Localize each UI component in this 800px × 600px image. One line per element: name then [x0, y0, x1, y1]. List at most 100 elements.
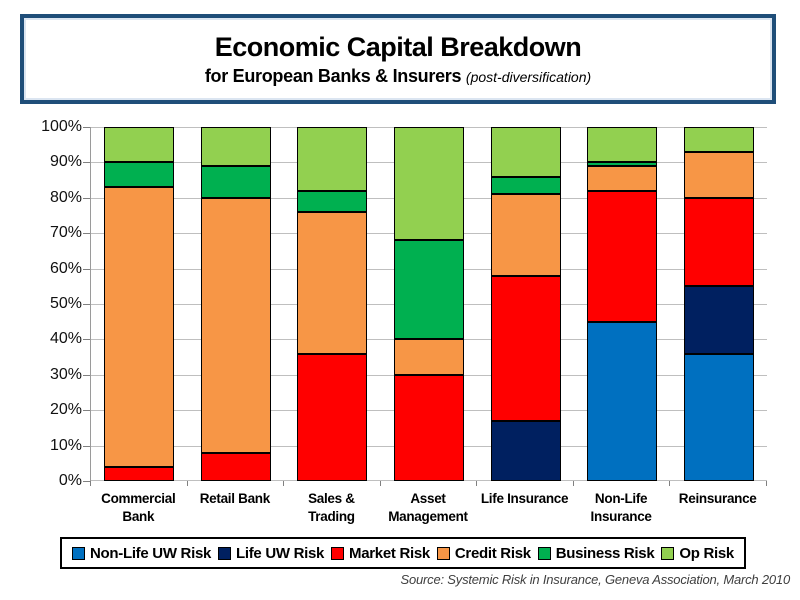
legend-label: Credit Risk — [454, 544, 531, 562]
y-axis-tick — [83, 339, 90, 341]
x-axis-tick — [90, 481, 91, 486]
legend-item-non-life-uw-risk: Non-Life UW Risk — [72, 545, 211, 562]
bar-segment-business-risk — [393, 240, 464, 340]
x-axis-tick — [766, 481, 767, 486]
y-axis-label: 70% — [49, 224, 82, 242]
y-axis-label: 90% — [49, 153, 82, 171]
legend-label: Non-Life UW Risk — [90, 544, 212, 562]
y-axis-label: 60% — [49, 259, 82, 277]
bar-segment-op-risk — [683, 127, 754, 152]
bar-segment-op-risk — [490, 127, 561, 177]
y-axis-tick — [83, 481, 90, 482]
bar-asset-management — [393, 127, 464, 481]
bar-segment-market-risk — [393, 374, 464, 481]
y-axis-label: 30% — [49, 365, 82, 383]
bar-segment-business-risk — [104, 162, 175, 188]
y-axis-label: 0% — [58, 472, 82, 489]
bar-segment-non-life-uw-risk — [683, 353, 754, 481]
plot-area — [90, 127, 767, 481]
category-label: Asset Management — [388, 491, 468, 524]
category-label: Non-Life Insurance — [590, 491, 652, 524]
legend-item-life-uw-risk: Life UW Risk — [217, 544, 325, 562]
bar-segment-life-uw-risk — [683, 286, 754, 354]
bar-segment-credit-risk — [104, 187, 175, 467]
category-label: Retail Bank — [199, 491, 271, 506]
bar-sales-trading — [297, 127, 368, 481]
legend-item-op-risk: Op Risk — [661, 545, 734, 562]
y-axis-label: 80% — [49, 188, 82, 206]
x-axis-tick — [572, 481, 574, 486]
bar-segment-market-risk — [683, 197, 754, 287]
legend-label: Op Risk — [679, 544, 734, 562]
y-axis-tick — [83, 233, 90, 235]
bar-segment-credit-risk — [683, 151, 754, 198]
legend-label: Life UW Risk — [235, 544, 325, 562]
x-axis-tick — [669, 481, 671, 486]
bar-segment-market-risk — [200, 452, 271, 481]
x-axis-labels: Commercial Bank Retail Bank Sales & Tradin… — [90, 490, 766, 526]
bar-segment-business-risk — [297, 190, 368, 212]
chart-subtitle-text: for European Banks & Insurers — [204, 65, 462, 86]
category-label: Reinsurance — [678, 491, 757, 506]
x-axis-tick — [476, 481, 478, 486]
bar-segment-market-risk — [104, 466, 175, 481]
bar-segment-op-risk — [104, 127, 175, 163]
legend-item-business-risk: Business Risk — [537, 544, 655, 562]
legend-swatch — [217, 546, 231, 560]
bar-reinsurance — [683, 127, 754, 481]
bar-segment-op-risk — [587, 127, 658, 163]
bar-segment-business-risk — [200, 165, 271, 198]
bar-segment-credit-risk — [587, 165, 658, 191]
bar-segment-credit-risk — [200, 197, 271, 453]
x-axis-tick — [379, 481, 381, 486]
bars-container — [91, 127, 767, 481]
x-axis-tick — [186, 481, 188, 486]
source-note: Source: Systemic Risk in Insurance, Gene… — [400, 572, 790, 587]
bar-segment-market-risk — [490, 275, 561, 421]
chart-subtitle: for European Banks & Insurers (post-dive… — [205, 66, 591, 87]
y-axis-tick — [83, 410, 90, 412]
legend: Non-Life UW Risk Life UW Risk Market Risk C… — [60, 537, 746, 569]
legend-swatch — [537, 546, 551, 560]
bar-commercial-bank — [104, 127, 175, 481]
legend-swatch — [331, 546, 345, 560]
bar-non-life-insurance — [587, 127, 658, 481]
y-axis-label: 100% — [41, 118, 82, 135]
y-axis-label: 10% — [49, 436, 82, 454]
bar-segment-non-life-uw-risk — [587, 321, 658, 481]
bar-segment-op-risk — [200, 127, 271, 166]
chart-subtitle-note: (post-diversification) — [465, 68, 592, 85]
x-axis-tick — [283, 481, 285, 486]
bar-segment-op-risk — [393, 127, 464, 241]
title-box: Economic Capital Breakdown for European … — [20, 14, 776, 104]
legend-item-credit-risk: Credit Risk — [436, 544, 531, 562]
y-axis-tick — [83, 197, 90, 199]
bar-segment-credit-risk — [490, 194, 561, 276]
legend-swatch — [72, 546, 85, 560]
legend-label: Business Risk — [555, 544, 655, 562]
legend-swatch — [436, 546, 450, 560]
y-axis-label: 20% — [49, 401, 82, 419]
y-axis-label: 40% — [49, 330, 82, 348]
bar-segment-business-risk — [587, 162, 658, 166]
bar-segment-market-risk — [587, 190, 658, 322]
legend-item-market-risk: Market Risk — [331, 545, 430, 562]
y-axis-tick — [83, 162, 90, 164]
y-axis-tick — [83, 304, 90, 305]
category-label: Life Insurance — [480, 491, 569, 506]
bar-segment-business-risk — [490, 176, 561, 195]
bar-retail-bank — [200, 127, 271, 481]
chart-title: Economic Capital Breakdown — [214, 31, 582, 62]
bar-life-insurance — [490, 127, 561, 481]
bar-segment-life-uw-risk — [490, 420, 561, 481]
legend-label: Market Risk — [349, 544, 430, 562]
bar-segment-market-risk — [297, 353, 368, 481]
y-axis-label: 50% — [49, 295, 82, 312]
y-axis-tick — [83, 374, 90, 376]
y-axis-tick — [83, 445, 90, 447]
bar-segment-credit-risk — [297, 211, 368, 354]
bar-segment-op-risk — [297, 127, 368, 191]
bar-segment-credit-risk — [393, 339, 464, 375]
category-label: Sales & Trading — [308, 491, 355, 524]
